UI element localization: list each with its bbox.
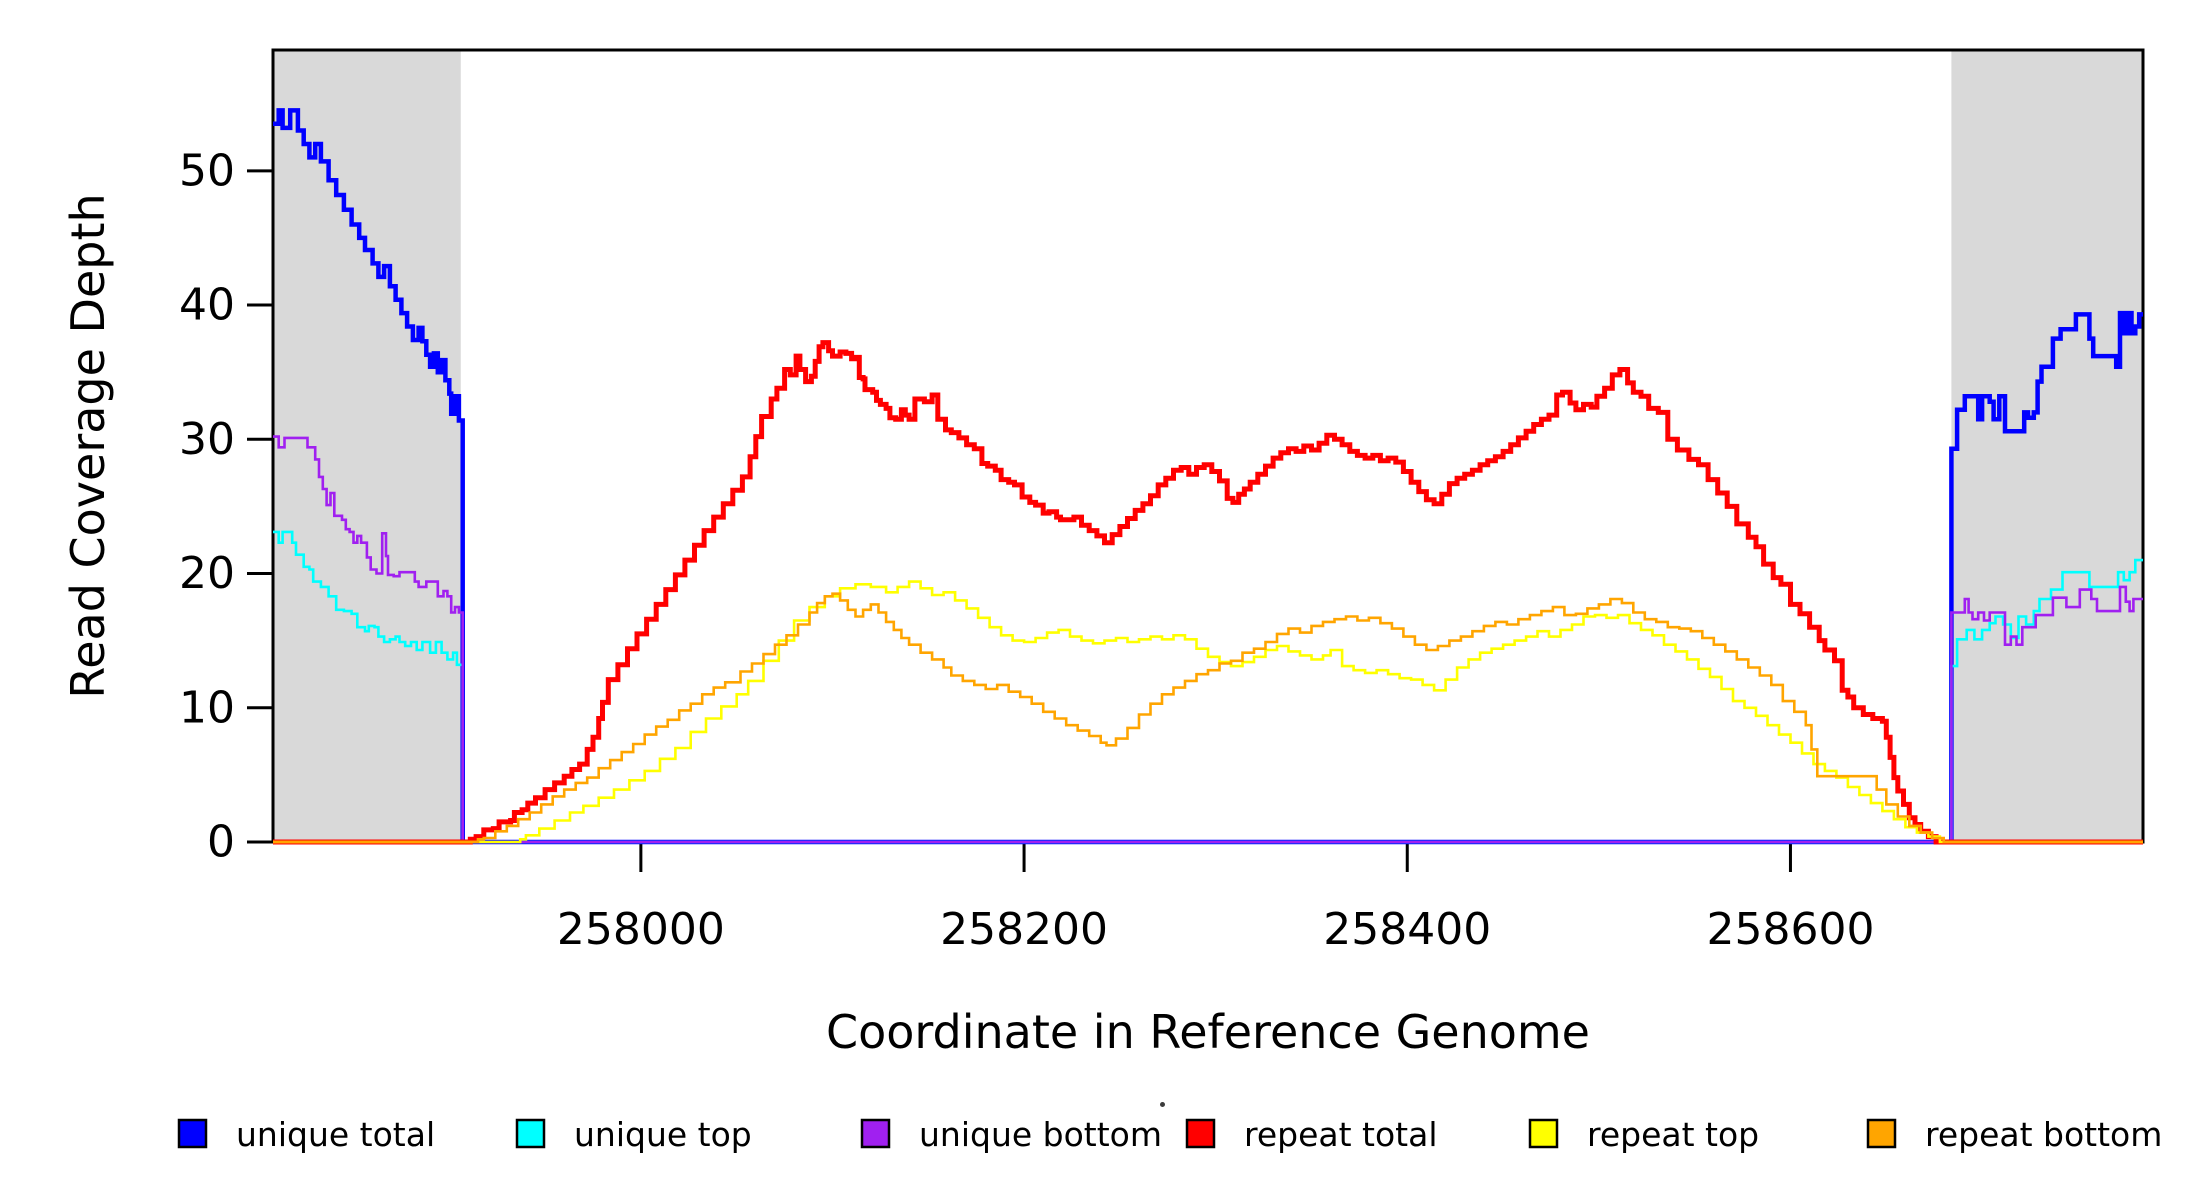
y-tick-label: 20 <box>179 548 235 599</box>
legend-label-unique-total: unique total <box>236 1115 435 1154</box>
series-unique-total <box>273 108 2143 845</box>
legend-label-unique-bottom: unique bottom <box>919 1115 1162 1154</box>
x-axis-title: Coordinate in Reference Genome <box>826 1005 1590 1059</box>
legend-label-repeat-bottom: repeat bottom <box>1925 1115 2162 1154</box>
stray-dot <box>1160 1102 1165 1107</box>
y-tick-label: 50 <box>179 145 235 196</box>
legend-swatch-repeat-total <box>1185 1118 1216 1149</box>
y-tick-label: 10 <box>179 682 235 733</box>
legend-swatch-unique-bottom <box>860 1118 891 1149</box>
legend-label-repeat-total: repeat total <box>1244 1115 1438 1154</box>
x-tick-label: 258600 <box>1706 904 1874 955</box>
legend-swatch-repeat-top <box>1528 1118 1559 1149</box>
x-tick-label: 258200 <box>940 904 1108 955</box>
legend-label-repeat-top: repeat top <box>1587 1115 1759 1154</box>
legend-swatch-unique-total <box>177 1118 208 1149</box>
series-unique-top <box>273 530 2143 844</box>
series-repeat-bottom <box>273 592 2143 844</box>
y-tick-label: 0 <box>207 817 235 868</box>
shaded-region-right-flank <box>1951 50 2143 842</box>
y-axis-title: Read Coverage Depth <box>61 193 115 699</box>
series-unique-bottom <box>273 435 2143 844</box>
x-tick-label: 258000 <box>557 904 725 955</box>
legend-swatch-repeat-bottom <box>1866 1118 1897 1149</box>
x-tick-label: 258400 <box>1323 904 1491 955</box>
shaded-region-left-flank <box>273 50 461 842</box>
legend-label-unique-top: unique top <box>574 1115 752 1154</box>
series-repeat-total <box>273 340 2143 845</box>
y-tick-label: 40 <box>179 280 235 331</box>
plot-frame <box>271 48 2145 844</box>
y-tick-label: 30 <box>179 414 235 465</box>
legend-swatch-unique-top <box>515 1118 546 1149</box>
series-repeat-top <box>273 580 2143 844</box>
